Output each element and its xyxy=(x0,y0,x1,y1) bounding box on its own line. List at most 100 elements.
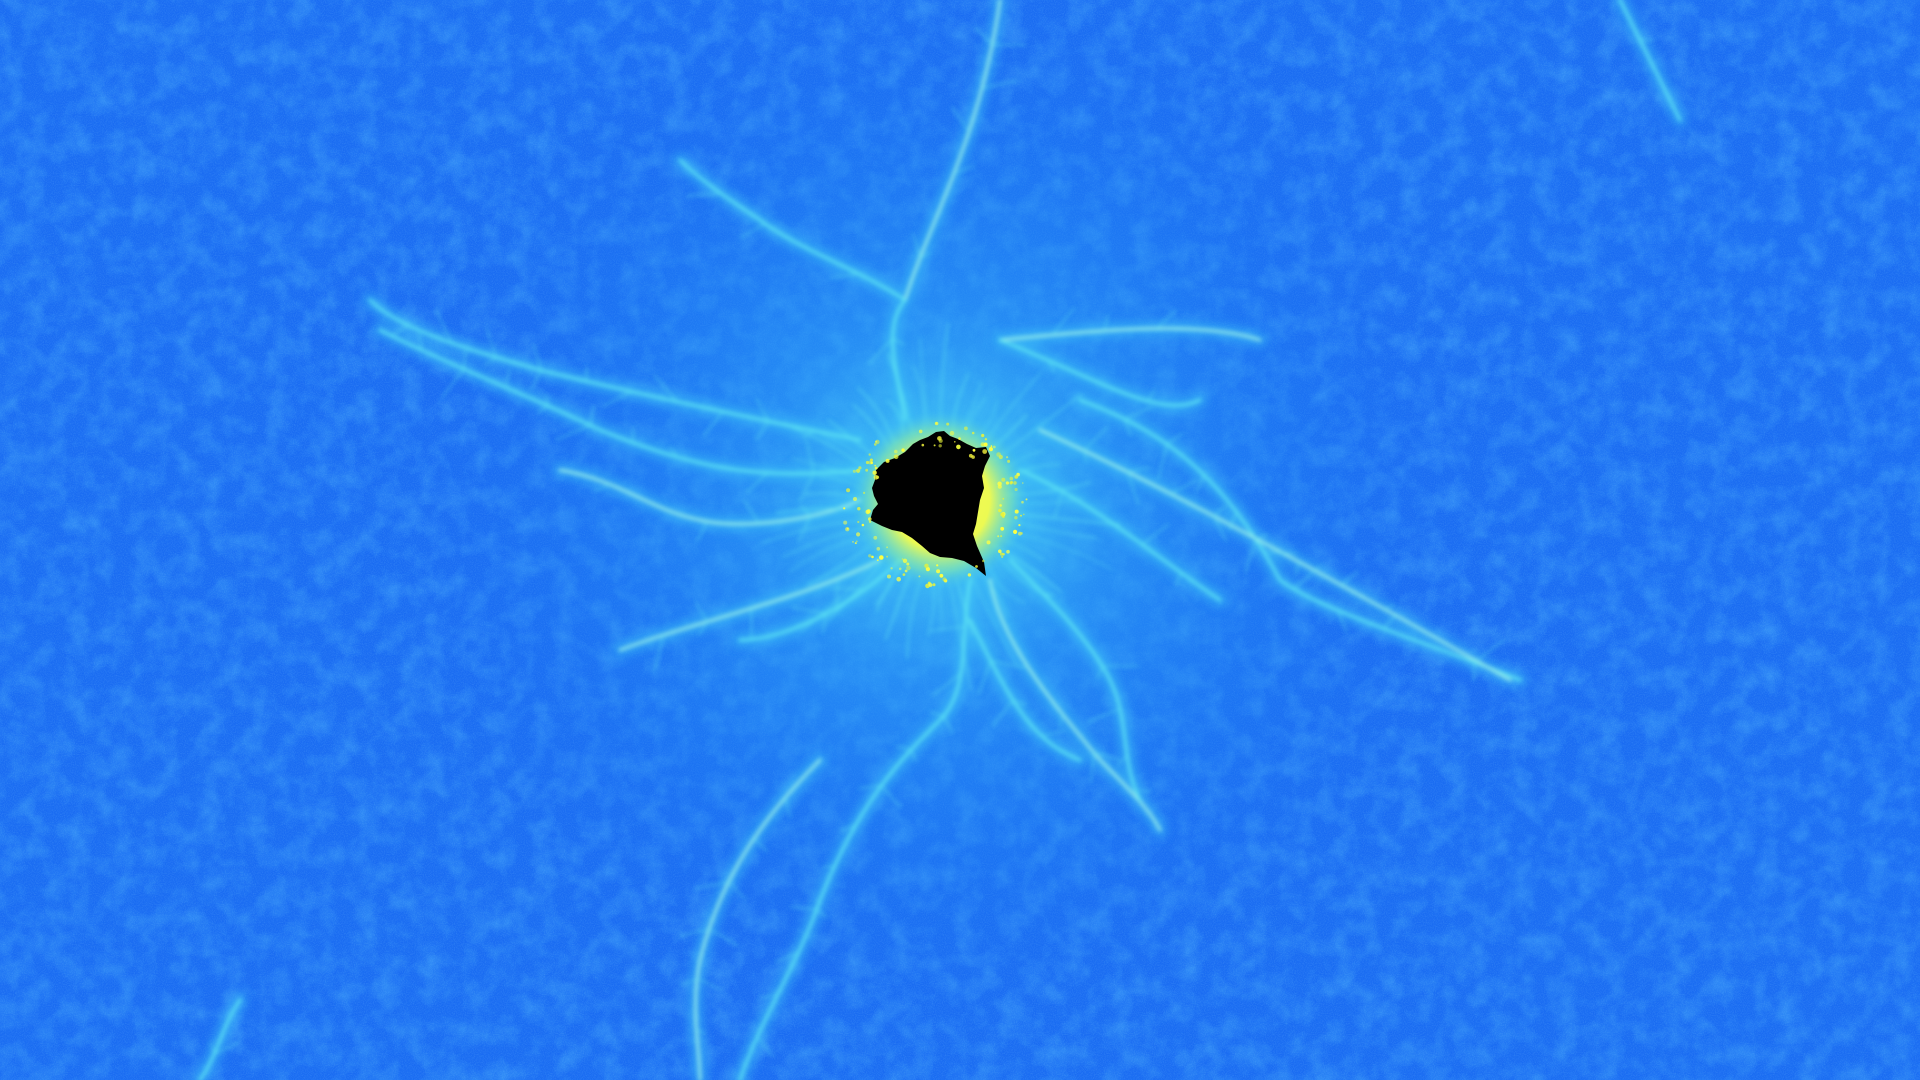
filament-branch xyxy=(1083,426,1109,451)
filament-branch xyxy=(992,43,1027,46)
filament-branch xyxy=(892,337,906,346)
filament-branch xyxy=(880,785,902,809)
fringe-speck xyxy=(845,527,850,532)
filament-branch xyxy=(696,977,722,991)
filament-branch xyxy=(728,881,747,901)
filament-branch xyxy=(991,699,1014,727)
filament-branch xyxy=(831,587,866,591)
fringe-speck xyxy=(871,555,874,559)
fringe-speck xyxy=(971,431,975,435)
fringe-speck xyxy=(1000,526,1005,531)
filament-branch xyxy=(755,420,770,441)
fringe-speck xyxy=(934,421,939,426)
filament-branch xyxy=(505,368,511,388)
filament xyxy=(378,328,862,476)
fringe-speck xyxy=(898,567,902,571)
filament-branch xyxy=(790,906,817,911)
filament-branch xyxy=(593,483,611,492)
filament-branch xyxy=(821,613,828,634)
filament-branch xyxy=(696,1028,706,1035)
filament-branch xyxy=(797,515,812,542)
fringe-speck xyxy=(918,575,921,578)
filament-branch xyxy=(1156,310,1176,330)
fringe-speck xyxy=(896,576,901,582)
filament-branch xyxy=(802,430,815,439)
fringe-speck xyxy=(954,441,956,443)
fringe-speck xyxy=(874,466,878,470)
filament-branch xyxy=(1090,752,1095,783)
fringe-speck xyxy=(1014,475,1019,479)
fringe-speck xyxy=(843,520,848,525)
filament-branch xyxy=(1083,450,1088,462)
fringe-speck xyxy=(1014,487,1018,492)
fringe-speck xyxy=(879,555,884,560)
filament-branch xyxy=(784,797,792,819)
fringe-speck xyxy=(886,546,888,549)
fringe-speck xyxy=(1014,509,1019,514)
fringe-speck xyxy=(902,558,908,563)
filament-branch xyxy=(1383,604,1395,610)
fringe-speck xyxy=(856,468,861,473)
fringe-speck xyxy=(1013,481,1017,485)
filament-branch xyxy=(1263,551,1297,555)
fringe-speck xyxy=(876,547,881,551)
filament-branch xyxy=(653,374,678,403)
filament-branch xyxy=(1097,665,1103,679)
fringe-speck xyxy=(890,567,893,570)
filament-branch xyxy=(585,366,588,382)
filament-branch xyxy=(485,326,497,358)
filament-branch xyxy=(911,232,921,258)
filament-branch xyxy=(974,26,993,45)
fringe-speck xyxy=(998,508,1002,513)
filament-branch xyxy=(1474,639,1505,663)
filament-branch xyxy=(1127,466,1151,473)
filament-branch xyxy=(1012,699,1025,706)
fringe-speck xyxy=(921,443,925,447)
filament-branch xyxy=(390,324,410,336)
fringe-speck xyxy=(870,461,873,465)
fringe-speck xyxy=(1007,459,1011,463)
filament-branch xyxy=(981,80,1019,89)
filament-branch xyxy=(896,745,912,751)
filament-branch xyxy=(1053,491,1064,520)
fringe-speck xyxy=(852,469,857,473)
filament xyxy=(618,558,882,652)
filament-branch xyxy=(679,928,710,937)
filament-branch xyxy=(1195,474,1205,492)
filament-branch xyxy=(1147,388,1156,402)
filament-branch xyxy=(774,951,799,964)
fringe-speck xyxy=(854,542,857,545)
filament-branch xyxy=(1212,515,1228,542)
filament-branch xyxy=(530,369,542,391)
filament-branch xyxy=(214,1041,240,1055)
fringe-speck xyxy=(868,554,872,558)
fringe-speck xyxy=(988,447,994,452)
filament-branch xyxy=(835,578,839,613)
fringe-speck xyxy=(992,445,996,449)
fringe-speck xyxy=(982,559,985,563)
filament-layer xyxy=(198,0,1682,1080)
filament-branch xyxy=(678,977,698,987)
filament-branch xyxy=(792,606,827,615)
filament-branch xyxy=(1141,523,1170,545)
filament-branch xyxy=(1175,572,1182,586)
filament-branch xyxy=(1157,443,1168,480)
fringe-speck xyxy=(904,569,908,573)
fringe-speck xyxy=(1020,532,1023,535)
filament-branch xyxy=(823,865,835,868)
filament-branch xyxy=(1093,752,1121,761)
fringe-speck xyxy=(972,448,976,452)
fringe-speck xyxy=(872,470,877,475)
filament-branch xyxy=(435,309,453,344)
fringe-speck xyxy=(997,481,1002,486)
fringe-speck xyxy=(936,564,939,567)
filament-branch xyxy=(951,106,970,132)
filament-branch xyxy=(755,398,770,422)
fringe-speck xyxy=(933,444,936,447)
filament-branch xyxy=(1103,314,1109,331)
filament-branch xyxy=(589,404,595,426)
filament-branch xyxy=(1041,729,1067,737)
fringe-speck xyxy=(865,468,869,472)
filament-branch xyxy=(1170,479,1199,495)
filament xyxy=(891,298,907,422)
